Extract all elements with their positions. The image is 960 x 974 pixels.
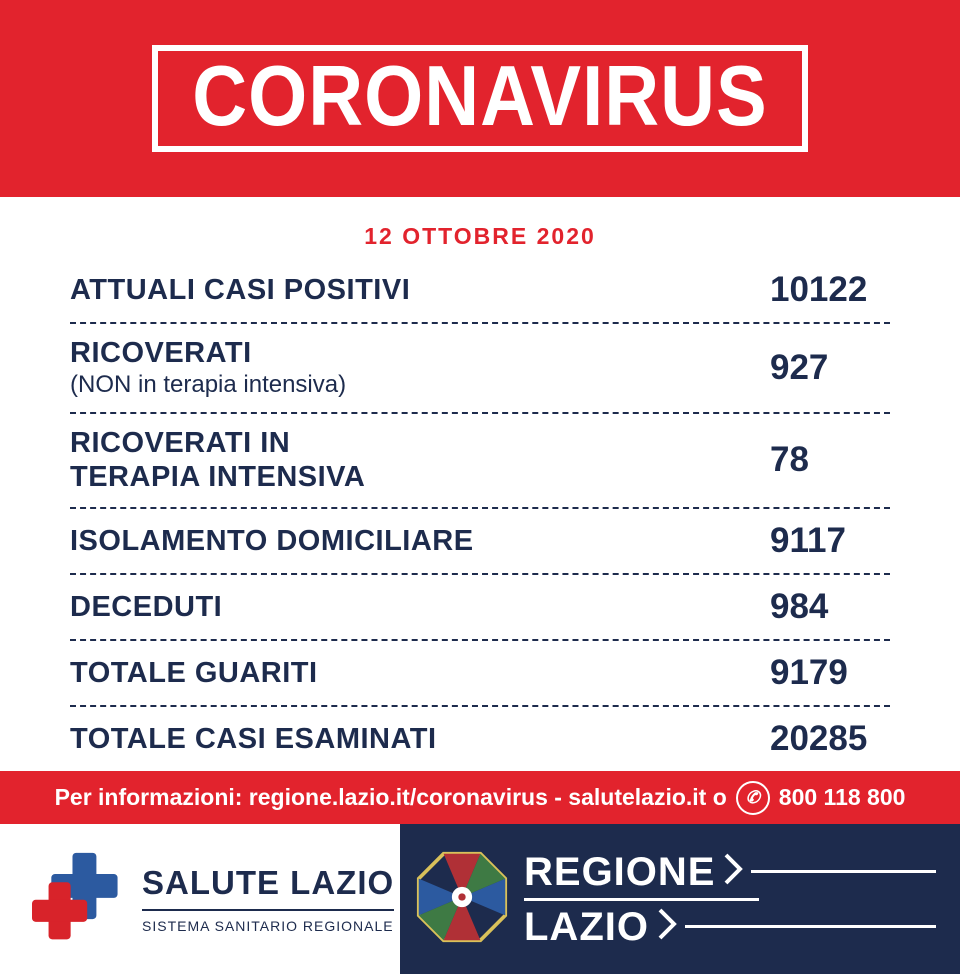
salute-lazio-block: SALUTE LAZIO SISTEMA SANITARIO REGIONALE — [0, 824, 400, 974]
stat-label: ISOLAMENTO DOMICILIARE — [70, 524, 474, 557]
salute-lazio-divider — [142, 909, 395, 912]
regione-lazio-block: REGIONE LAZIO — [400, 824, 960, 974]
stats-table: ATTUALI CASI POSITIVI 10122 RICOVERATI (… — [70, 258, 890, 771]
stat-value: 984 — [770, 587, 829, 627]
stat-label: RICOVERATI (NON in terapia intensiva) — [70, 336, 770, 400]
table-row: ISOLAMENTO DOMICILIARE 9117 — [70, 509, 890, 576]
table-row: TOTALE CASI ESAMINATI 20285 — [70, 707, 890, 771]
stat-label-line2: TERAPIA INTENSIVA — [70, 461, 366, 494]
lazio-label: LAZIO — [524, 904, 649, 949]
table-row: RICOVERATI (NON in terapia intensiva) 92… — [70, 324, 890, 414]
stat-value: 9179 — [770, 653, 848, 693]
stat-value: 10122 — [770, 270, 868, 309]
chevron-right-icon — [657, 908, 677, 945]
salute-lazio-title: SALUTE LAZIO — [142, 864, 395, 902]
regione-label: REGIONE — [524, 849, 716, 894]
page-title: CORONAVIRUS — [192, 48, 768, 144]
regione-lazio-text: REGIONE LAZIO — [524, 850, 936, 949]
phone-icon: ✆ — [735, 780, 770, 815]
regione-lazio-divider — [524, 897, 759, 901]
stat-label: ATTUALI CASI POSITIVI — [70, 273, 411, 306]
stat-sublabel: (NON in terapia intensiva) — [70, 370, 347, 398]
lazio-rule — [684, 925, 936, 929]
stat-label: RICOVERATI IN TERAPIA INTENSIVA — [70, 426, 770, 496]
stat-value: 20285 — [770, 719, 868, 759]
salute-lazio-cross-icon — [32, 851, 124, 948]
lazio-row: LAZIO — [524, 905, 936, 949]
phone-number: 800 118 800 — [778, 784, 906, 811]
salute-lazio-subtitle: SISTEMA SANITARIO REGIONALE — [142, 918, 394, 935]
stat-value: 9117 — [770, 521, 846, 561]
footer: SALUTE LAZIO SISTEMA SANITARIO REGIONALE… — [0, 824, 960, 974]
table-row: DECEDUTI 984 — [70, 575, 890, 642]
regione-lazio-emblem-icon — [416, 851, 508, 948]
title-box: CORONAVIRUS — [152, 44, 808, 153]
stat-label: TOTALE CASI ESAMINATI — [70, 722, 437, 755]
stat-value: 927 — [770, 347, 829, 387]
stat-label-line1: RICOVERATI IN — [70, 426, 291, 459]
stat-label-main: RICOVERATI — [70, 337, 252, 369]
table-row: ATTUALI CASI POSITIVI 10122 — [70, 258, 890, 324]
header-banner: CORONAVIRUS — [0, 0, 960, 197]
stat-value: 78 — [770, 440, 809, 480]
stat-label: TOTALE GUARITI — [70, 656, 318, 689]
info-text: Per informazioni: regione.lazio.it/coron… — [54, 784, 727, 811]
report-date: 12 OTTOBRE 2020 — [364, 223, 596, 249]
salute-lazio-text: SALUTE LAZIO SISTEMA SANITARIO REGIONALE — [142, 864, 395, 935]
info-bar: Per informazioni: regione.lazio.it/coron… — [0, 771, 960, 825]
table-row: TOTALE GUARITI 9179 — [70, 641, 890, 708]
chevron-right-icon — [723, 853, 744, 890]
regione-rule — [751, 870, 936, 874]
table-row: RICOVERATI IN TERAPIA INTENSIVA 78 — [70, 414, 890, 510]
stat-label: DECEDUTI — [70, 590, 223, 623]
regione-row: REGIONE — [524, 850, 936, 894]
